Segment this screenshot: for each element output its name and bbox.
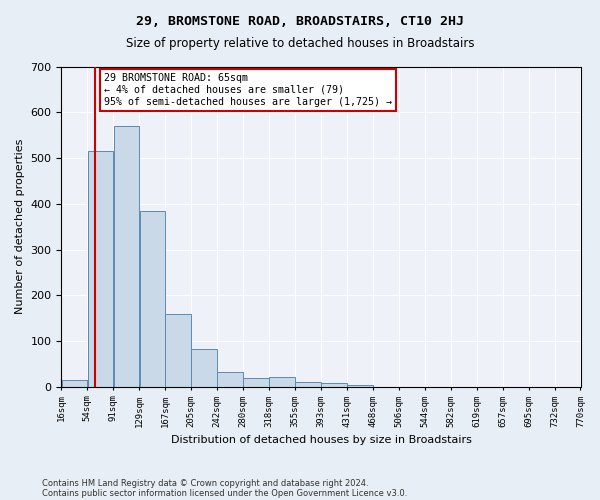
Bar xyxy=(140,210,165,387)
Text: Contains HM Land Registry data © Crown copyright and database right 2024.: Contains HM Land Registry data © Crown c… xyxy=(42,478,368,488)
X-axis label: Distribution of detached houses by size in Broadstairs: Distribution of detached houses by size … xyxy=(170,435,472,445)
Text: 29, BROMSTONE ROAD, BROADSTAIRS, CT10 2HJ: 29, BROMSTONE ROAD, BROADSTAIRS, CT10 2H… xyxy=(136,15,464,28)
Y-axis label: Number of detached properties: Number of detached properties xyxy=(15,139,25,314)
Bar xyxy=(62,380,87,387)
Bar xyxy=(88,151,113,387)
Text: 29 BROMSTONE ROAD: 65sqm
← 4% of detached houses are smaller (79)
95% of semi-de: 29 BROMSTONE ROAD: 65sqm ← 4% of detache… xyxy=(104,74,392,106)
Bar xyxy=(217,372,243,387)
Bar xyxy=(191,350,217,387)
Bar xyxy=(347,385,373,387)
Bar xyxy=(269,376,295,387)
Text: Size of property relative to detached houses in Broadstairs: Size of property relative to detached ho… xyxy=(126,38,474,51)
Bar xyxy=(321,383,347,387)
Text: Contains public sector information licensed under the Open Government Licence v3: Contains public sector information licen… xyxy=(42,488,407,498)
Bar xyxy=(244,378,269,387)
Bar xyxy=(295,382,320,387)
Bar xyxy=(166,314,191,387)
Bar xyxy=(113,126,139,387)
